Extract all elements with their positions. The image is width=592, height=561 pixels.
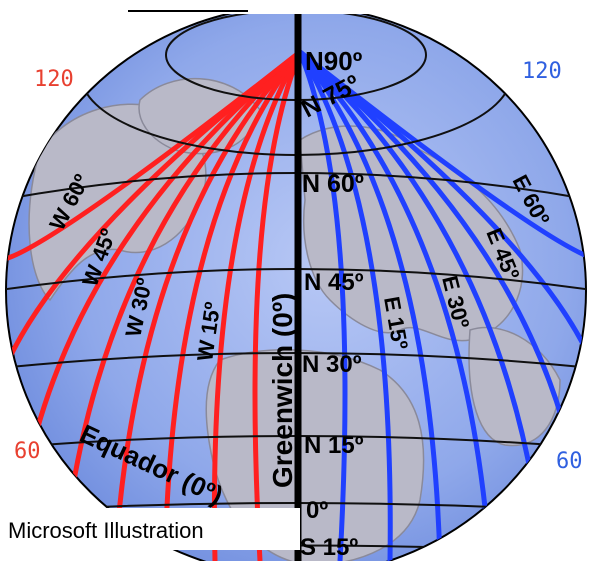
west-meridian-line [22, 50, 302, 481]
parallel-label-n90: N90º [305, 46, 363, 76]
east-meridian-line [298, 50, 493, 561]
parallel-label-n15: N 15º [304, 432, 364, 459]
caption-box [0, 508, 300, 550]
east-meridian-line [298, 50, 578, 471]
west-meridian-line [112, 50, 302, 561]
west-meridian-line [252, 51, 303, 561]
parallel-label-s15: S 15º [300, 534, 358, 561]
east-meridian-line [297, 51, 348, 561]
edge-label-left-bottom: 60 [14, 439, 41, 464]
east-meridian-line [298, 50, 543, 531]
edge-label-left-top: 120 [34, 67, 74, 92]
west-meridian-line [162, 50, 302, 561]
west-meridian-line [6, 50, 302, 263]
top-mask [0, 0, 592, 14]
parallel-label-n45: N 45º [304, 269, 364, 296]
edge-label-right-top: 120 [522, 59, 562, 84]
parallel-label-n30: N 30º [302, 351, 362, 378]
west-meridians [6, 50, 303, 561]
parallel-label-n60: N 60º [302, 170, 364, 198]
parallel-label-equator-value: 0º [306, 497, 328, 524]
edge-label-right-bottom: 60 [556, 449, 583, 474]
east-meridian-line [298, 50, 443, 561]
greenwich-label: Greenwich (0º) [267, 293, 298, 488]
caption: Microsoft Illustration [8, 518, 204, 543]
west-meridian-line [62, 50, 302, 541]
